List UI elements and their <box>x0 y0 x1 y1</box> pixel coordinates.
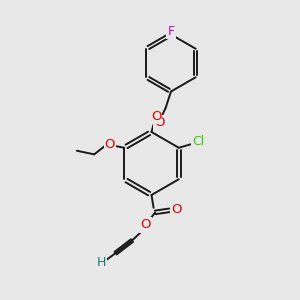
Text: O: O <box>154 116 164 129</box>
Text: O: O <box>171 203 181 216</box>
Text: F: F <box>167 25 175 38</box>
Text: H: H <box>96 256 106 269</box>
Text: O: O <box>105 138 115 151</box>
Text: O: O <box>140 218 151 232</box>
Text: Cl: Cl <box>192 135 204 148</box>
Text: O: O <box>151 110 161 123</box>
